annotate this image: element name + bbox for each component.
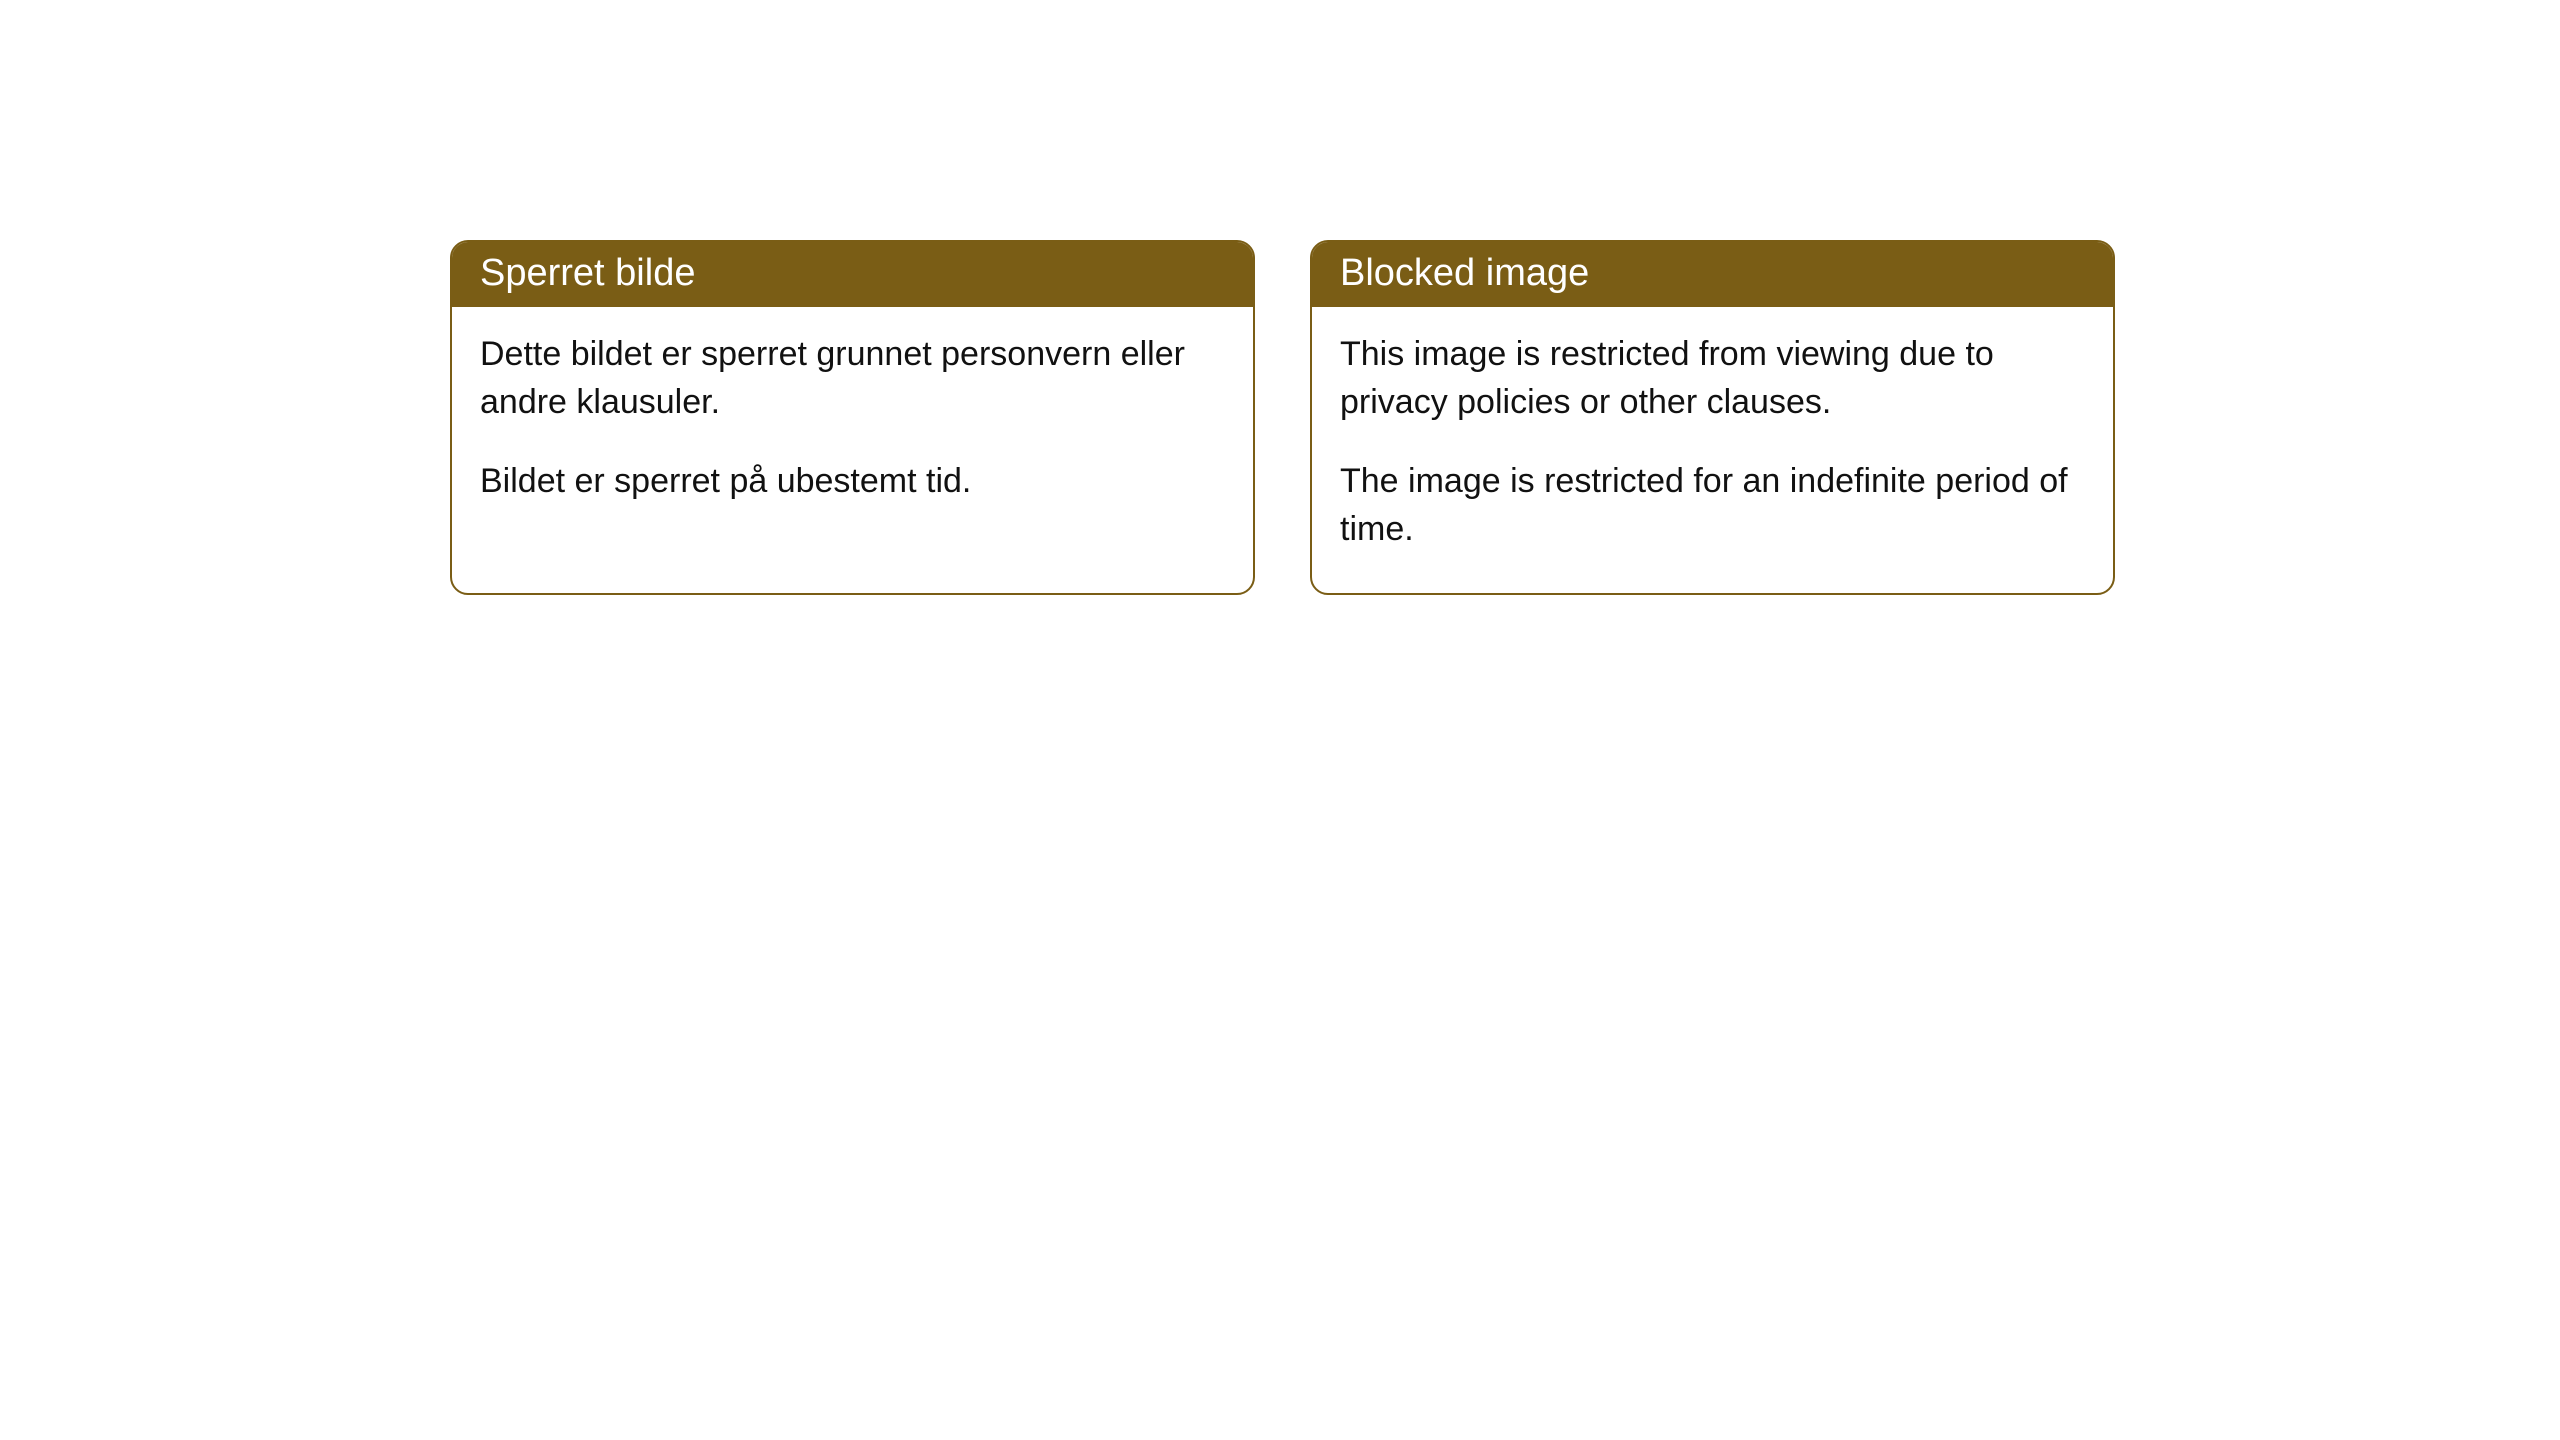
card-paragraph-2: The image is restricted for an indefinit… [1340,458,2085,553]
card-body: This image is restricted from viewing du… [1312,307,2113,593]
cards-container: Sperret bilde Dette bildet er sperret gr… [450,240,2115,595]
card-paragraph-2: Bildet er sperret på ubestemt tid. [480,458,1225,506]
card-header: Blocked image [1312,242,2113,307]
card-paragraph-1: This image is restricted from viewing du… [1340,331,2085,426]
blocked-image-card-no: Sperret bilde Dette bildet er sperret gr… [450,240,1255,595]
card-body: Dette bildet er sperret grunnet personve… [452,307,1253,546]
card-paragraph-1: Dette bildet er sperret grunnet personve… [480,331,1225,426]
blocked-image-card-en: Blocked image This image is restricted f… [1310,240,2115,595]
card-header: Sperret bilde [452,242,1253,307]
